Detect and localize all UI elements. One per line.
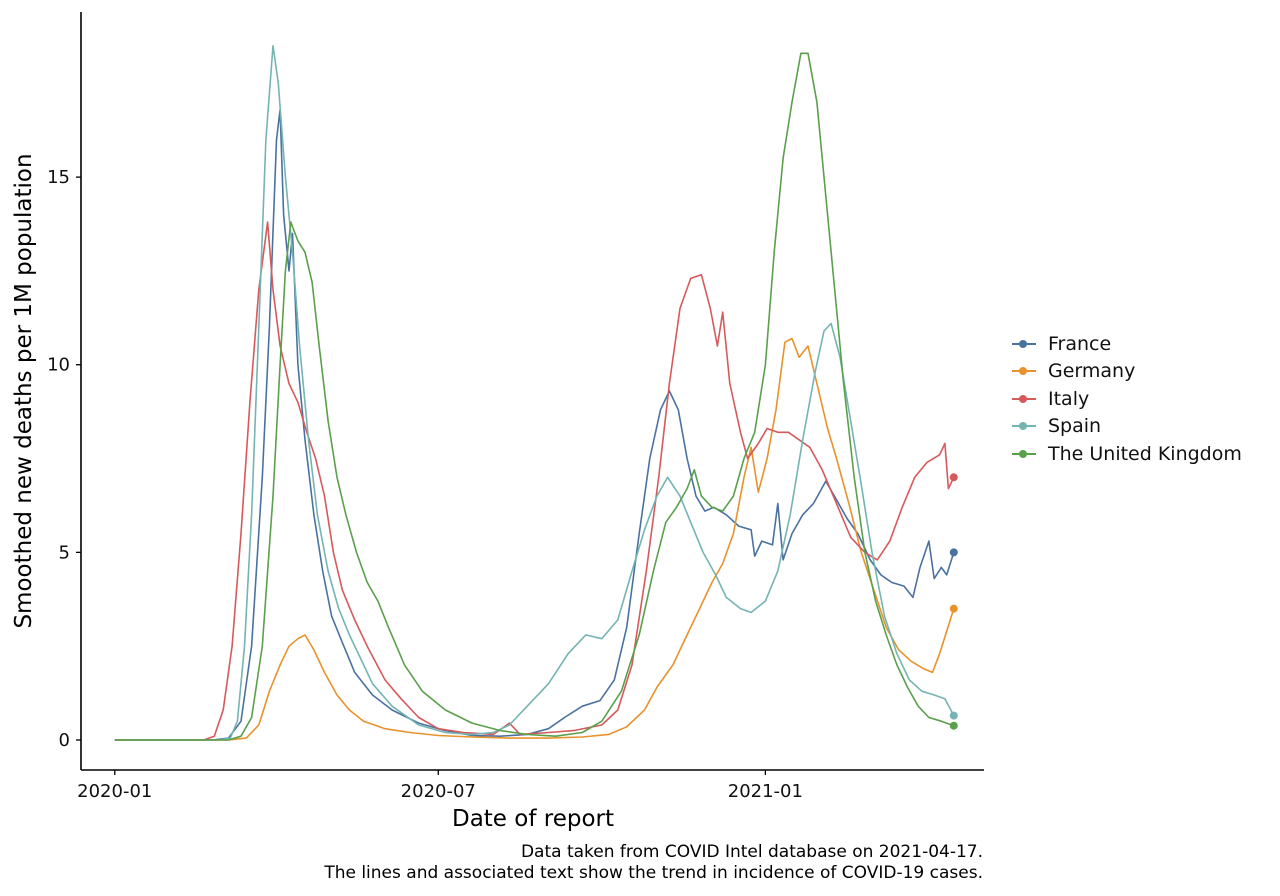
legend-label: The United Kingdom [1048, 442, 1242, 465]
legend-key-icon [1008, 447, 1040, 461]
legend-item-the-united-kingdom: The United Kingdom [1008, 440, 1242, 468]
legend-item-spain: Spain [1008, 413, 1242, 441]
x-axis-title: Date of report [452, 806, 614, 832]
legend: France Germany Italy Spain The United Kingdo… [1008, 330, 1242, 468]
legend-key-icon [1008, 392, 1040, 406]
legend-item-germany: Germany [1008, 358, 1242, 386]
y-axis-title: Smoothed new deaths per 1M population [11, 153, 37, 628]
y-tick-label: 5 [59, 542, 70, 563]
legend-item-france: France [1008, 330, 1242, 358]
caption-line-2: The lines and associated text show the t… [324, 863, 983, 883]
x-tick-label: 2021-01 [728, 781, 803, 802]
series-line-france [114, 108, 955, 741]
series-end-point-germany [949, 604, 958, 613]
series-end-point-italy [949, 473, 958, 482]
caption-line-1: Data taken from COVID Intel database on … [520, 842, 983, 862]
legend-label: Italy [1048, 387, 1090, 410]
series-end-point-france [949, 548, 958, 557]
series-line-italy [114, 221, 955, 741]
series-layer [114, 45, 955, 741]
legend-item-italy: Italy [1008, 385, 1242, 413]
series-line-spain [114, 45, 955, 741]
endpoint-layer [949, 473, 958, 730]
legend-key-icon [1008, 364, 1040, 378]
y-tick-label: 15 [47, 167, 70, 188]
y-ticks: 0 5 10 15 [47, 167, 81, 751]
legend-label: Spain [1048, 415, 1102, 438]
x-tick-label: 2020-07 [401, 781, 476, 802]
legend-label: Germany [1048, 360, 1136, 383]
series-line-germany [114, 337, 955, 741]
series-end-point-the-united-kingdom [949, 721, 958, 730]
legend-key-icon [1008, 419, 1040, 433]
x-ticks: 2020-01 2020-07 2021-01 [77, 770, 803, 802]
y-tick-label: 10 [47, 355, 70, 376]
x-tick-label: 2020-01 [77, 781, 152, 802]
legend-key-icon [1008, 337, 1040, 351]
series-line-the-united-kingdom [114, 52, 955, 741]
y-tick-label: 0 [59, 730, 70, 751]
series-end-point-spain [949, 711, 958, 720]
legend-label: France [1048, 332, 1112, 355]
